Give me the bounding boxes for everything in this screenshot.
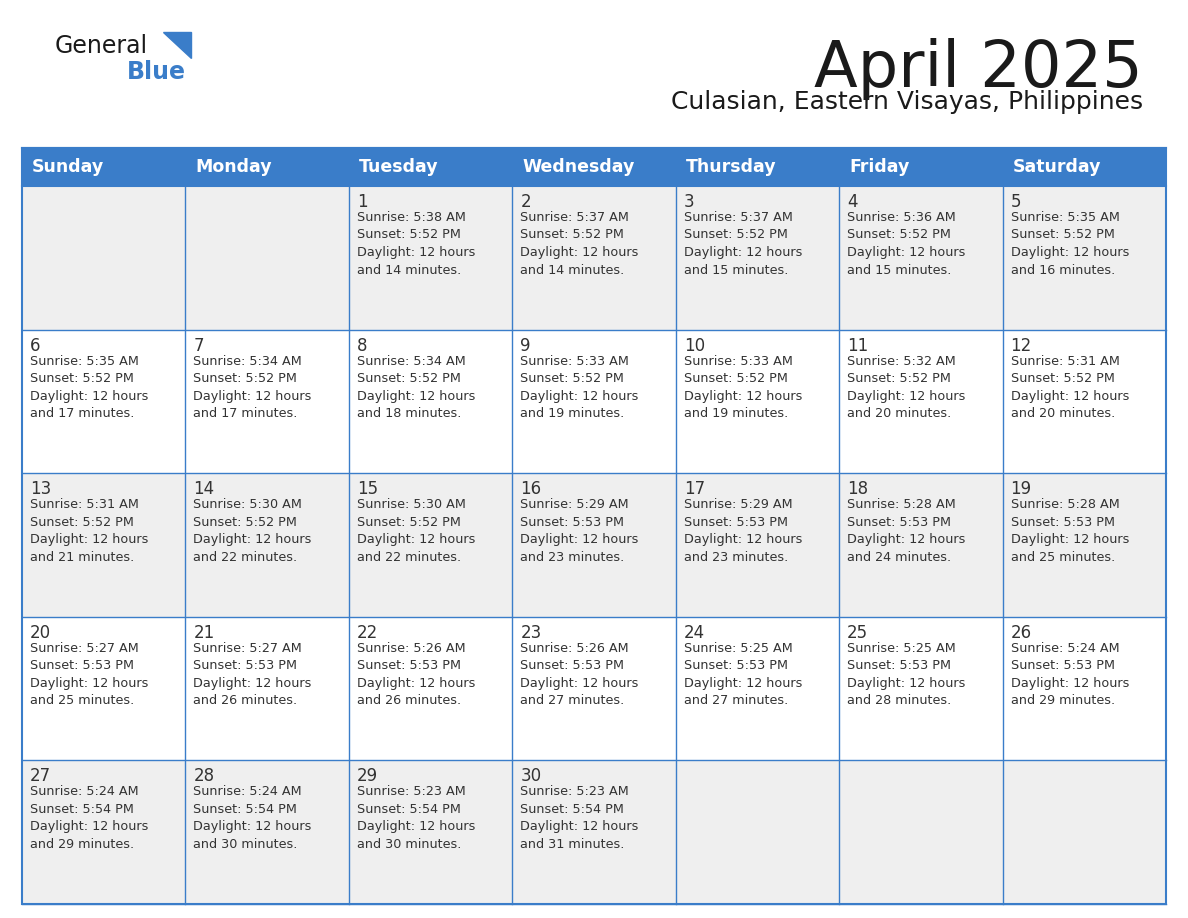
Text: Sunrise: 5:23 AM
Sunset: 5:54 PM
Daylight: 12 hours
and 31 minutes.: Sunrise: 5:23 AM Sunset: 5:54 PM Dayligh… bbox=[520, 786, 639, 851]
Text: 20: 20 bbox=[30, 624, 51, 642]
Text: 16: 16 bbox=[520, 480, 542, 498]
Text: Sunrise: 5:26 AM
Sunset: 5:53 PM
Daylight: 12 hours
and 26 minutes.: Sunrise: 5:26 AM Sunset: 5:53 PM Dayligh… bbox=[356, 642, 475, 707]
Text: 7: 7 bbox=[194, 337, 204, 354]
Text: Wednesday: Wednesday bbox=[523, 158, 634, 176]
Text: 4: 4 bbox=[847, 193, 858, 211]
Text: Sunrise: 5:23 AM
Sunset: 5:54 PM
Daylight: 12 hours
and 30 minutes.: Sunrise: 5:23 AM Sunset: 5:54 PM Dayligh… bbox=[356, 786, 475, 851]
Text: Sunrise: 5:28 AM
Sunset: 5:53 PM
Daylight: 12 hours
and 24 minutes.: Sunrise: 5:28 AM Sunset: 5:53 PM Dayligh… bbox=[847, 498, 966, 564]
Text: Sunrise: 5:36 AM
Sunset: 5:52 PM
Daylight: 12 hours
and 15 minutes.: Sunrise: 5:36 AM Sunset: 5:52 PM Dayligh… bbox=[847, 211, 966, 276]
Text: Sunrise: 5:27 AM
Sunset: 5:53 PM
Daylight: 12 hours
and 26 minutes.: Sunrise: 5:27 AM Sunset: 5:53 PM Dayligh… bbox=[194, 642, 311, 707]
Text: Saturday: Saturday bbox=[1012, 158, 1101, 176]
Text: Sunrise: 5:37 AM
Sunset: 5:52 PM
Daylight: 12 hours
and 15 minutes.: Sunrise: 5:37 AM Sunset: 5:52 PM Dayligh… bbox=[684, 211, 802, 276]
Text: Sunrise: 5:29 AM
Sunset: 5:53 PM
Daylight: 12 hours
and 23 minutes.: Sunrise: 5:29 AM Sunset: 5:53 PM Dayligh… bbox=[520, 498, 639, 564]
Text: Sunrise: 5:31 AM
Sunset: 5:52 PM
Daylight: 12 hours
and 20 minutes.: Sunrise: 5:31 AM Sunset: 5:52 PM Dayligh… bbox=[1011, 354, 1129, 420]
Text: 1: 1 bbox=[356, 193, 367, 211]
Bar bbox=[23, 330, 1165, 473]
Text: Sunrise: 5:31 AM
Sunset: 5:52 PM
Daylight: 12 hours
and 21 minutes.: Sunrise: 5:31 AM Sunset: 5:52 PM Dayligh… bbox=[30, 498, 148, 564]
Text: 5: 5 bbox=[1011, 193, 1020, 211]
Text: Sunrise: 5:38 AM
Sunset: 5:52 PM
Daylight: 12 hours
and 14 minutes.: Sunrise: 5:38 AM Sunset: 5:52 PM Dayligh… bbox=[356, 211, 475, 276]
Bar bbox=[23, 760, 1165, 904]
Text: Sunrise: 5:34 AM
Sunset: 5:52 PM
Daylight: 12 hours
and 18 minutes.: Sunrise: 5:34 AM Sunset: 5:52 PM Dayligh… bbox=[356, 354, 475, 420]
Bar bbox=[23, 473, 1165, 617]
Text: April 2025: April 2025 bbox=[814, 38, 1143, 100]
Text: General: General bbox=[55, 34, 148, 58]
Text: Sunrise: 5:25 AM
Sunset: 5:53 PM
Daylight: 12 hours
and 28 minutes.: Sunrise: 5:25 AM Sunset: 5:53 PM Dayligh… bbox=[847, 642, 966, 707]
Text: Sunrise: 5:32 AM
Sunset: 5:52 PM
Daylight: 12 hours
and 20 minutes.: Sunrise: 5:32 AM Sunset: 5:52 PM Dayligh… bbox=[847, 354, 966, 420]
Text: 14: 14 bbox=[194, 480, 215, 498]
Text: Tuesday: Tuesday bbox=[359, 158, 438, 176]
Text: 10: 10 bbox=[684, 337, 704, 354]
Text: 21: 21 bbox=[194, 624, 215, 642]
Text: 9: 9 bbox=[520, 337, 531, 354]
Text: 22: 22 bbox=[356, 624, 378, 642]
Text: Sunrise: 5:29 AM
Sunset: 5:53 PM
Daylight: 12 hours
and 23 minutes.: Sunrise: 5:29 AM Sunset: 5:53 PM Dayligh… bbox=[684, 498, 802, 564]
Text: Sunrise: 5:24 AM
Sunset: 5:53 PM
Daylight: 12 hours
and 29 minutes.: Sunrise: 5:24 AM Sunset: 5:53 PM Dayligh… bbox=[1011, 642, 1129, 707]
Text: Sunrise: 5:33 AM
Sunset: 5:52 PM
Daylight: 12 hours
and 19 minutes.: Sunrise: 5:33 AM Sunset: 5:52 PM Dayligh… bbox=[684, 354, 802, 420]
Text: 15: 15 bbox=[356, 480, 378, 498]
Text: 24: 24 bbox=[684, 624, 704, 642]
Text: 8: 8 bbox=[356, 337, 367, 354]
Bar bbox=[23, 148, 1165, 904]
Text: Sunrise: 5:26 AM
Sunset: 5:53 PM
Daylight: 12 hours
and 27 minutes.: Sunrise: 5:26 AM Sunset: 5:53 PM Dayligh… bbox=[520, 642, 639, 707]
Bar bbox=[23, 148, 1165, 186]
Text: Monday: Monday bbox=[196, 158, 272, 176]
Text: Sunrise: 5:33 AM
Sunset: 5:52 PM
Daylight: 12 hours
and 19 minutes.: Sunrise: 5:33 AM Sunset: 5:52 PM Dayligh… bbox=[520, 354, 639, 420]
Text: 11: 11 bbox=[847, 337, 868, 354]
Text: 18: 18 bbox=[847, 480, 868, 498]
Text: 27: 27 bbox=[30, 767, 51, 786]
Text: 30: 30 bbox=[520, 767, 542, 786]
Text: Sunrise: 5:35 AM
Sunset: 5:52 PM
Daylight: 12 hours
and 17 minutes.: Sunrise: 5:35 AM Sunset: 5:52 PM Dayligh… bbox=[30, 354, 148, 420]
Text: Blue: Blue bbox=[127, 60, 187, 84]
Text: 23: 23 bbox=[520, 624, 542, 642]
Text: Sunday: Sunday bbox=[32, 158, 105, 176]
Text: 19: 19 bbox=[1011, 480, 1031, 498]
Text: 25: 25 bbox=[847, 624, 868, 642]
Text: Sunrise: 5:24 AM
Sunset: 5:54 PM
Daylight: 12 hours
and 29 minutes.: Sunrise: 5:24 AM Sunset: 5:54 PM Dayligh… bbox=[30, 786, 148, 851]
Text: Sunrise: 5:25 AM
Sunset: 5:53 PM
Daylight: 12 hours
and 27 minutes.: Sunrise: 5:25 AM Sunset: 5:53 PM Dayligh… bbox=[684, 642, 802, 707]
Text: Thursday: Thursday bbox=[685, 158, 776, 176]
Text: Friday: Friday bbox=[849, 158, 910, 176]
Text: 17: 17 bbox=[684, 480, 704, 498]
Text: Sunrise: 5:37 AM
Sunset: 5:52 PM
Daylight: 12 hours
and 14 minutes.: Sunrise: 5:37 AM Sunset: 5:52 PM Dayligh… bbox=[520, 211, 639, 276]
Text: Culasian, Eastern Visayas, Philippines: Culasian, Eastern Visayas, Philippines bbox=[671, 90, 1143, 114]
Text: 28: 28 bbox=[194, 767, 215, 786]
Text: 13: 13 bbox=[30, 480, 51, 498]
Text: Sunrise: 5:24 AM
Sunset: 5:54 PM
Daylight: 12 hours
and 30 minutes.: Sunrise: 5:24 AM Sunset: 5:54 PM Dayligh… bbox=[194, 786, 311, 851]
Text: 12: 12 bbox=[1011, 337, 1032, 354]
Text: 3: 3 bbox=[684, 193, 694, 211]
Text: 29: 29 bbox=[356, 767, 378, 786]
Text: Sunrise: 5:34 AM
Sunset: 5:52 PM
Daylight: 12 hours
and 17 minutes.: Sunrise: 5:34 AM Sunset: 5:52 PM Dayligh… bbox=[194, 354, 311, 420]
Bar bbox=[23, 186, 1165, 330]
Text: Sunrise: 5:28 AM
Sunset: 5:53 PM
Daylight: 12 hours
and 25 minutes.: Sunrise: 5:28 AM Sunset: 5:53 PM Dayligh… bbox=[1011, 498, 1129, 564]
Polygon shape bbox=[163, 32, 191, 58]
Bar bbox=[23, 617, 1165, 760]
Text: 2: 2 bbox=[520, 193, 531, 211]
Text: Sunrise: 5:30 AM
Sunset: 5:52 PM
Daylight: 12 hours
and 22 minutes.: Sunrise: 5:30 AM Sunset: 5:52 PM Dayligh… bbox=[356, 498, 475, 564]
Text: 26: 26 bbox=[1011, 624, 1031, 642]
Text: Sunrise: 5:27 AM
Sunset: 5:53 PM
Daylight: 12 hours
and 25 minutes.: Sunrise: 5:27 AM Sunset: 5:53 PM Dayligh… bbox=[30, 642, 148, 707]
Text: 6: 6 bbox=[30, 337, 40, 354]
Text: Sunrise: 5:35 AM
Sunset: 5:52 PM
Daylight: 12 hours
and 16 minutes.: Sunrise: 5:35 AM Sunset: 5:52 PM Dayligh… bbox=[1011, 211, 1129, 276]
Text: Sunrise: 5:30 AM
Sunset: 5:52 PM
Daylight: 12 hours
and 22 minutes.: Sunrise: 5:30 AM Sunset: 5:52 PM Dayligh… bbox=[194, 498, 311, 564]
